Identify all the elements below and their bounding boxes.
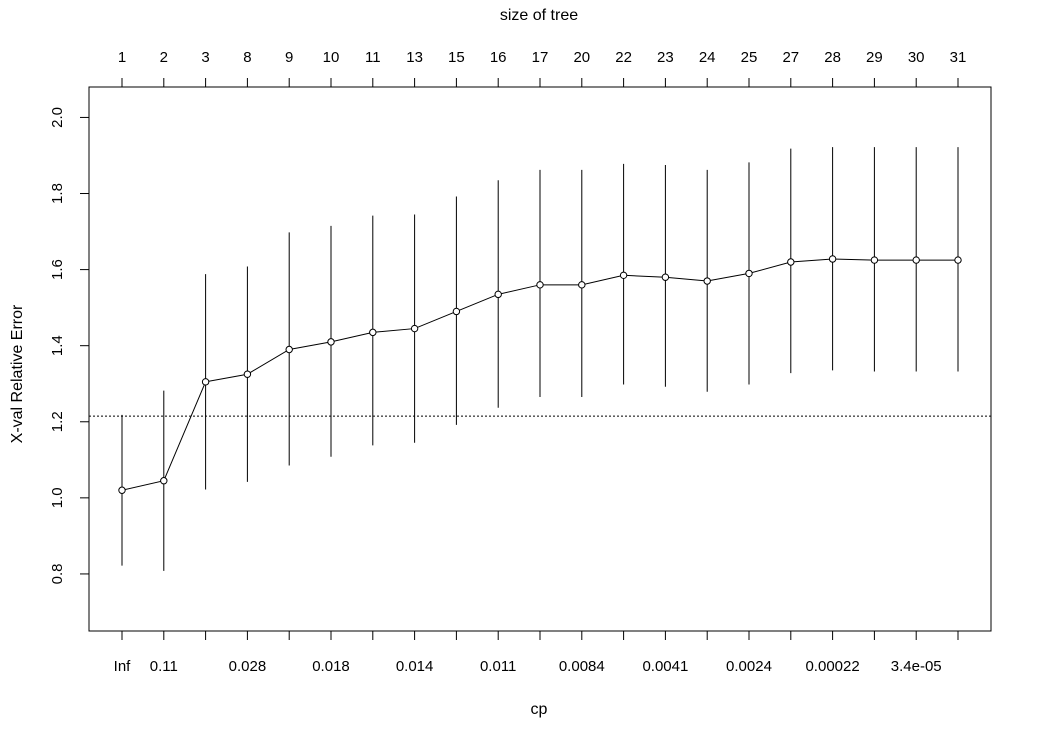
size-tick-label: 1	[118, 49, 126, 66]
size-tick-label: 27	[782, 49, 799, 66]
y-tick-label: 1.4	[49, 335, 66, 356]
size-tick-label: 24	[699, 49, 716, 66]
xerror-point	[578, 281, 586, 289]
size-tick-label: 17	[532, 49, 549, 66]
cp-tick-label: 0.0024	[726, 658, 772, 675]
xerror-point	[745, 269, 753, 278]
xerror-point	[870, 256, 879, 264]
size-tick-label: 9	[285, 49, 293, 66]
size-tick-label: 25	[741, 49, 758, 66]
size-tick-label: 8	[243, 49, 251, 66]
size-tick-label: 29	[866, 49, 883, 66]
xerror-point	[494, 290, 502, 299]
xerror-point	[828, 255, 837, 263]
y-tick-label: 1.8	[49, 183, 66, 204]
size-tick-label: 22	[615, 49, 632, 66]
y-tick-label: 2.0	[49, 107, 66, 128]
xerror-point	[118, 486, 126, 494]
y-tick-label: 1.2	[49, 411, 66, 432]
cp-tick-label: 0.028	[229, 658, 267, 675]
cp-tick-label: 0.014	[396, 658, 434, 675]
cp-tick-label: 0.11	[150, 658, 178, 675]
xerror-point	[243, 370, 252, 378]
cp-tick-label: 0.0041	[642, 658, 688, 675]
xerror-point	[327, 338, 335, 346]
xerror-point	[160, 477, 168, 485]
cp-tick-label: 3.4e-05	[891, 658, 942, 675]
size-tick-label: 31	[950, 49, 967, 66]
xerror-point	[536, 281, 544, 289]
xerror-point	[369, 328, 377, 337]
xerror-point	[619, 271, 628, 280]
cp-tick-label: 0.0084	[559, 658, 605, 675]
y-axis-title: X-val Relative Error	[9, 304, 26, 443]
xerror-point	[787, 258, 795, 266]
size-tick-label: 13	[406, 49, 423, 66]
xerror-point	[954, 256, 962, 264]
size-tick-label: 20	[573, 49, 590, 66]
size-tick-label: 2	[160, 49, 168, 66]
size-tick-label: 3	[201, 49, 209, 66]
xerror-point	[912, 256, 920, 264]
cp-tick-label: 0.018	[312, 658, 350, 675]
xerror-point	[703, 277, 711, 285]
size-tick-label: 15	[448, 49, 465, 66]
size-tick-label: 30	[908, 49, 925, 66]
size-tick-label: 16	[490, 49, 507, 66]
xerror-point	[661, 273, 670, 281]
cp-tick-label: Inf	[114, 658, 132, 675]
cp-tick-label: 0.00022	[805, 658, 859, 675]
size-tick-label: 11	[365, 49, 381, 66]
xerror-point	[285, 345, 293, 354]
x-axis-title: cp	[531, 701, 548, 718]
xerror-point	[201, 378, 210, 386]
y-tick-label: 1.0	[49, 487, 66, 508]
y-tick-label: 1.6	[49, 259, 66, 280]
xerror-point	[410, 324, 419, 333]
xerror-point	[452, 307, 461, 316]
top-axis-title: size of tree	[500, 7, 578, 24]
size-tick-label: 28	[824, 49, 841, 66]
cp-tick-label: 0.011	[480, 658, 516, 675]
size-tick-label: 23	[657, 49, 674, 66]
size-tick-label: 10	[323, 49, 340, 66]
y-tick-label: 0.8	[49, 564, 66, 585]
